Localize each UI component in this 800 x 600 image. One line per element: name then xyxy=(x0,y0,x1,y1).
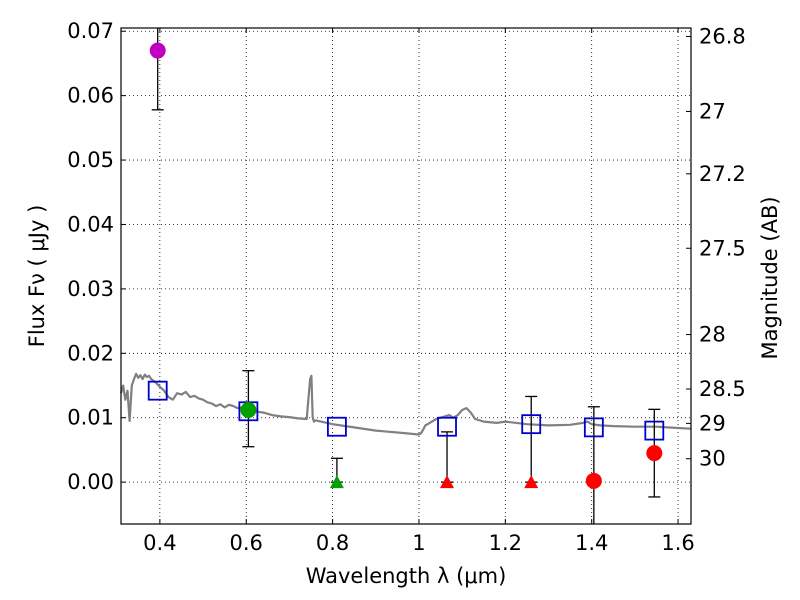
mag-tick-label: 27.5 xyxy=(699,236,746,260)
y-tick-label: 0.04 xyxy=(67,212,114,236)
y-tick-label: 0.01 xyxy=(67,406,114,430)
x-tick-label: 1.2 xyxy=(489,531,522,555)
x-tick-label: 0.8 xyxy=(316,531,349,555)
y-tick-label: 0.02 xyxy=(67,341,114,365)
x-tick-label: 1.4 xyxy=(575,531,608,555)
y-tick-label: 0.05 xyxy=(67,148,114,172)
mag-tick-label: 28 xyxy=(699,323,726,347)
upper-limit-triangle xyxy=(329,475,344,489)
plot-content xyxy=(119,28,692,524)
y2-axis-label: Magnitude (AB) xyxy=(758,196,782,359)
axis-ticks: 0.4 0.6 0.8 1 1.2 1.4 1.6 0.00 0.01 0.02 0.03 0.04 0… xyxy=(67,19,746,555)
x-tick-label: 0.6 xyxy=(230,531,263,555)
plot-frame xyxy=(120,27,692,525)
model-photometry-square xyxy=(327,416,347,437)
y-tick-label: 0.06 xyxy=(67,84,114,108)
model-spectrum-line xyxy=(119,372,692,436)
mag-tick-label: 30 xyxy=(699,447,726,471)
y-tick-label: 0.03 xyxy=(67,277,114,301)
detection-point xyxy=(240,401,257,418)
plot-area xyxy=(121,28,691,524)
detection-point xyxy=(646,445,663,462)
grid xyxy=(121,28,691,524)
x-axis-label: Wavelength λ (μm) xyxy=(306,564,507,588)
mag-tick-label: 28.5 xyxy=(699,377,746,401)
model-photometry-square xyxy=(437,416,457,437)
upper-limit-triangle xyxy=(524,475,539,489)
model-photometry-square xyxy=(147,380,168,401)
detection-point xyxy=(585,472,602,489)
mag-tick-label: 27 xyxy=(699,99,726,123)
upper-limit-triangle xyxy=(440,475,455,489)
x-tick-label: 0.4 xyxy=(143,531,176,555)
mag-tick-label: 29 xyxy=(699,411,726,435)
x-tick-label: 1 xyxy=(412,531,425,555)
model-photometry-square xyxy=(521,414,542,435)
y-tick-label: 0.07 xyxy=(67,19,114,43)
mag-tick-label: 26.8 xyxy=(699,24,746,48)
y-tick-label: 0.00 xyxy=(67,470,114,494)
y-axis-label: Flux Fν ( μJy ) xyxy=(25,205,49,348)
detection-point xyxy=(149,42,166,59)
model-photometry-square xyxy=(644,420,665,441)
model-photometry-square xyxy=(583,417,604,438)
x-tick-label: 1.6 xyxy=(661,531,694,555)
mag-tick-label: 27.2 xyxy=(699,162,746,186)
